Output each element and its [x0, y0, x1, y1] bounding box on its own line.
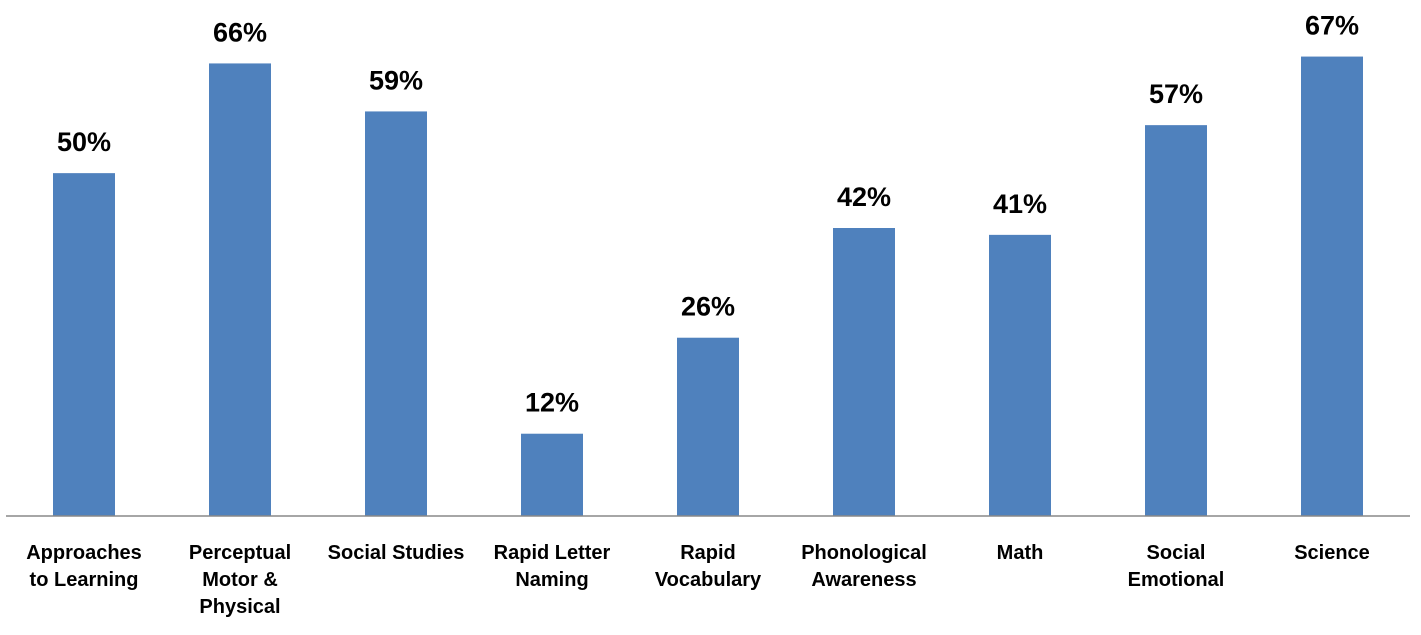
bar — [53, 173, 115, 516]
bar — [1301, 56, 1363, 516]
bar — [833, 228, 895, 516]
bar — [1145, 125, 1207, 517]
data-label: 42% — [837, 182, 891, 212]
x-tick-label: Social Studies — [327, 542, 465, 564]
bar — [209, 63, 271, 517]
x-tick-label: Phonological Awareness — [801, 542, 927, 591]
x-tick-label: Approaches to Learning — [26, 542, 142, 591]
bar — [989, 234, 1051, 516]
data-label: 66% — [213, 17, 267, 47]
data-label: 26% — [681, 292, 735, 322]
data-label: 50% — [57, 127, 111, 157]
data-label: 67% — [1305, 11, 1359, 41]
bar — [365, 111, 427, 516]
x-tick-label: Science — [1294, 542, 1370, 564]
data-label: 41% — [993, 189, 1047, 219]
x-tick-label: Rapid Vocabulary — [654, 542, 762, 591]
x-tick-label: Math — [996, 542, 1044, 564]
x-tick-label: Perceptual Motor & Physical — [188, 542, 292, 618]
data-label: 12% — [525, 388, 579, 418]
bar — [521, 433, 583, 516]
bar — [677, 337, 739, 516]
data-label: 57% — [1149, 79, 1203, 109]
x-tick-label: Social Emotional — [1127, 542, 1225, 591]
data-label: 59% — [369, 65, 423, 95]
x-tick-label: Rapid Letter Naming — [493, 542, 611, 591]
